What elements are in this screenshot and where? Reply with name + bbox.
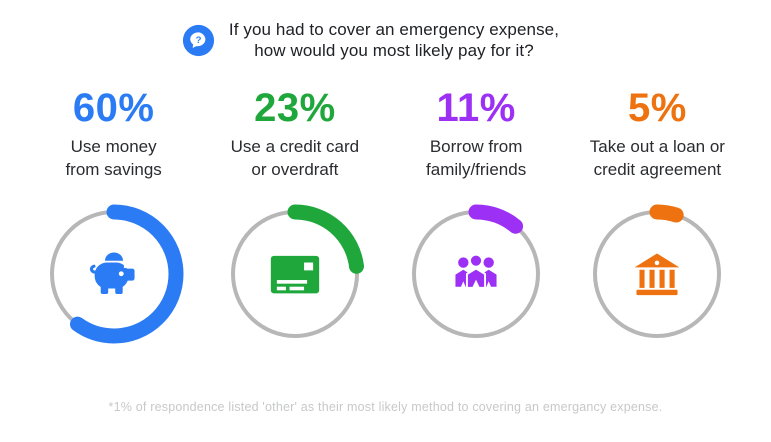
category-label-line2: from savings bbox=[65, 159, 162, 179]
stat-card-loan: 5% Take out a loan or credit agreement bbox=[567, 87, 748, 349]
chart-title: If you had to cover an emergency expense… bbox=[229, 20, 559, 61]
percent-value: 11% bbox=[436, 86, 516, 131]
credit-card-icon bbox=[219, 198, 371, 350]
donut-gauge-savings bbox=[38, 198, 190, 350]
people-group-icon-svg bbox=[455, 253, 497, 289]
chart-title-line2: how would you most likely pay for it? bbox=[254, 40, 534, 60]
percent-value: 60% bbox=[72, 86, 155, 131]
people-group-icon bbox=[400, 198, 552, 350]
donut-ring bbox=[406, 204, 546, 344]
stat-columns: 60% Use money from savings bbox=[0, 87, 771, 349]
question-speech-bubble-icon: ? bbox=[182, 24, 215, 57]
stat-card-savings: 60% Use money from savings bbox=[23, 87, 204, 349]
bank-building-icon-svg bbox=[635, 253, 680, 295]
svg-text:?: ? bbox=[195, 35, 201, 46]
piggy-bank-icon-svg bbox=[89, 252, 135, 294]
donut-ring bbox=[44, 204, 184, 344]
donut-ring bbox=[225, 204, 365, 344]
donut-ring bbox=[587, 204, 727, 344]
category-label: Use money from savings bbox=[65, 136, 161, 180]
category-label-line1: Take out a loan or bbox=[589, 137, 725, 157]
bank-building-icon bbox=[581, 198, 733, 350]
category-label-line2: family/friends bbox=[426, 159, 527, 179]
stat-card-credit-card: 23% Use a credit card or overdraft bbox=[204, 87, 385, 349]
chart-title-line1: If you had to cover an emergency expense… bbox=[228, 20, 560, 39]
percent-value: 5% bbox=[627, 86, 687, 131]
credit-card-icon-svg bbox=[270, 255, 320, 293]
category-label-line1: Use money bbox=[70, 137, 157, 157]
category-label: Take out a loan or credit agreement bbox=[590, 136, 725, 180]
category-label-line1: Use a credit card bbox=[230, 137, 360, 157]
question-speech-bubble-icon-svg: ? bbox=[182, 25, 215, 57]
piggy-bank-icon bbox=[38, 198, 190, 350]
stat-card-family-friends: 11% Borrow from family/friends bbox=[386, 87, 567, 349]
donut-gauge-credit-card bbox=[219, 198, 371, 350]
category-label: Borrow from family/friends bbox=[426, 136, 526, 180]
category-label-line1: Borrow from bbox=[429, 137, 523, 157]
category-label-line2: credit agreement bbox=[593, 159, 722, 179]
header: ? If you had to cover an emergency expen… bbox=[0, 0, 771, 61]
category-label: Use a credit card or overdraft bbox=[231, 136, 360, 180]
category-label-line2: or overdraft bbox=[251, 159, 339, 179]
donut-gauge-loan bbox=[581, 198, 733, 350]
donut-gauge-family-friends bbox=[400, 198, 552, 350]
percent-value: 23% bbox=[254, 86, 336, 131]
footnote: *1% of respondence listed 'other' as the… bbox=[108, 400, 663, 414]
